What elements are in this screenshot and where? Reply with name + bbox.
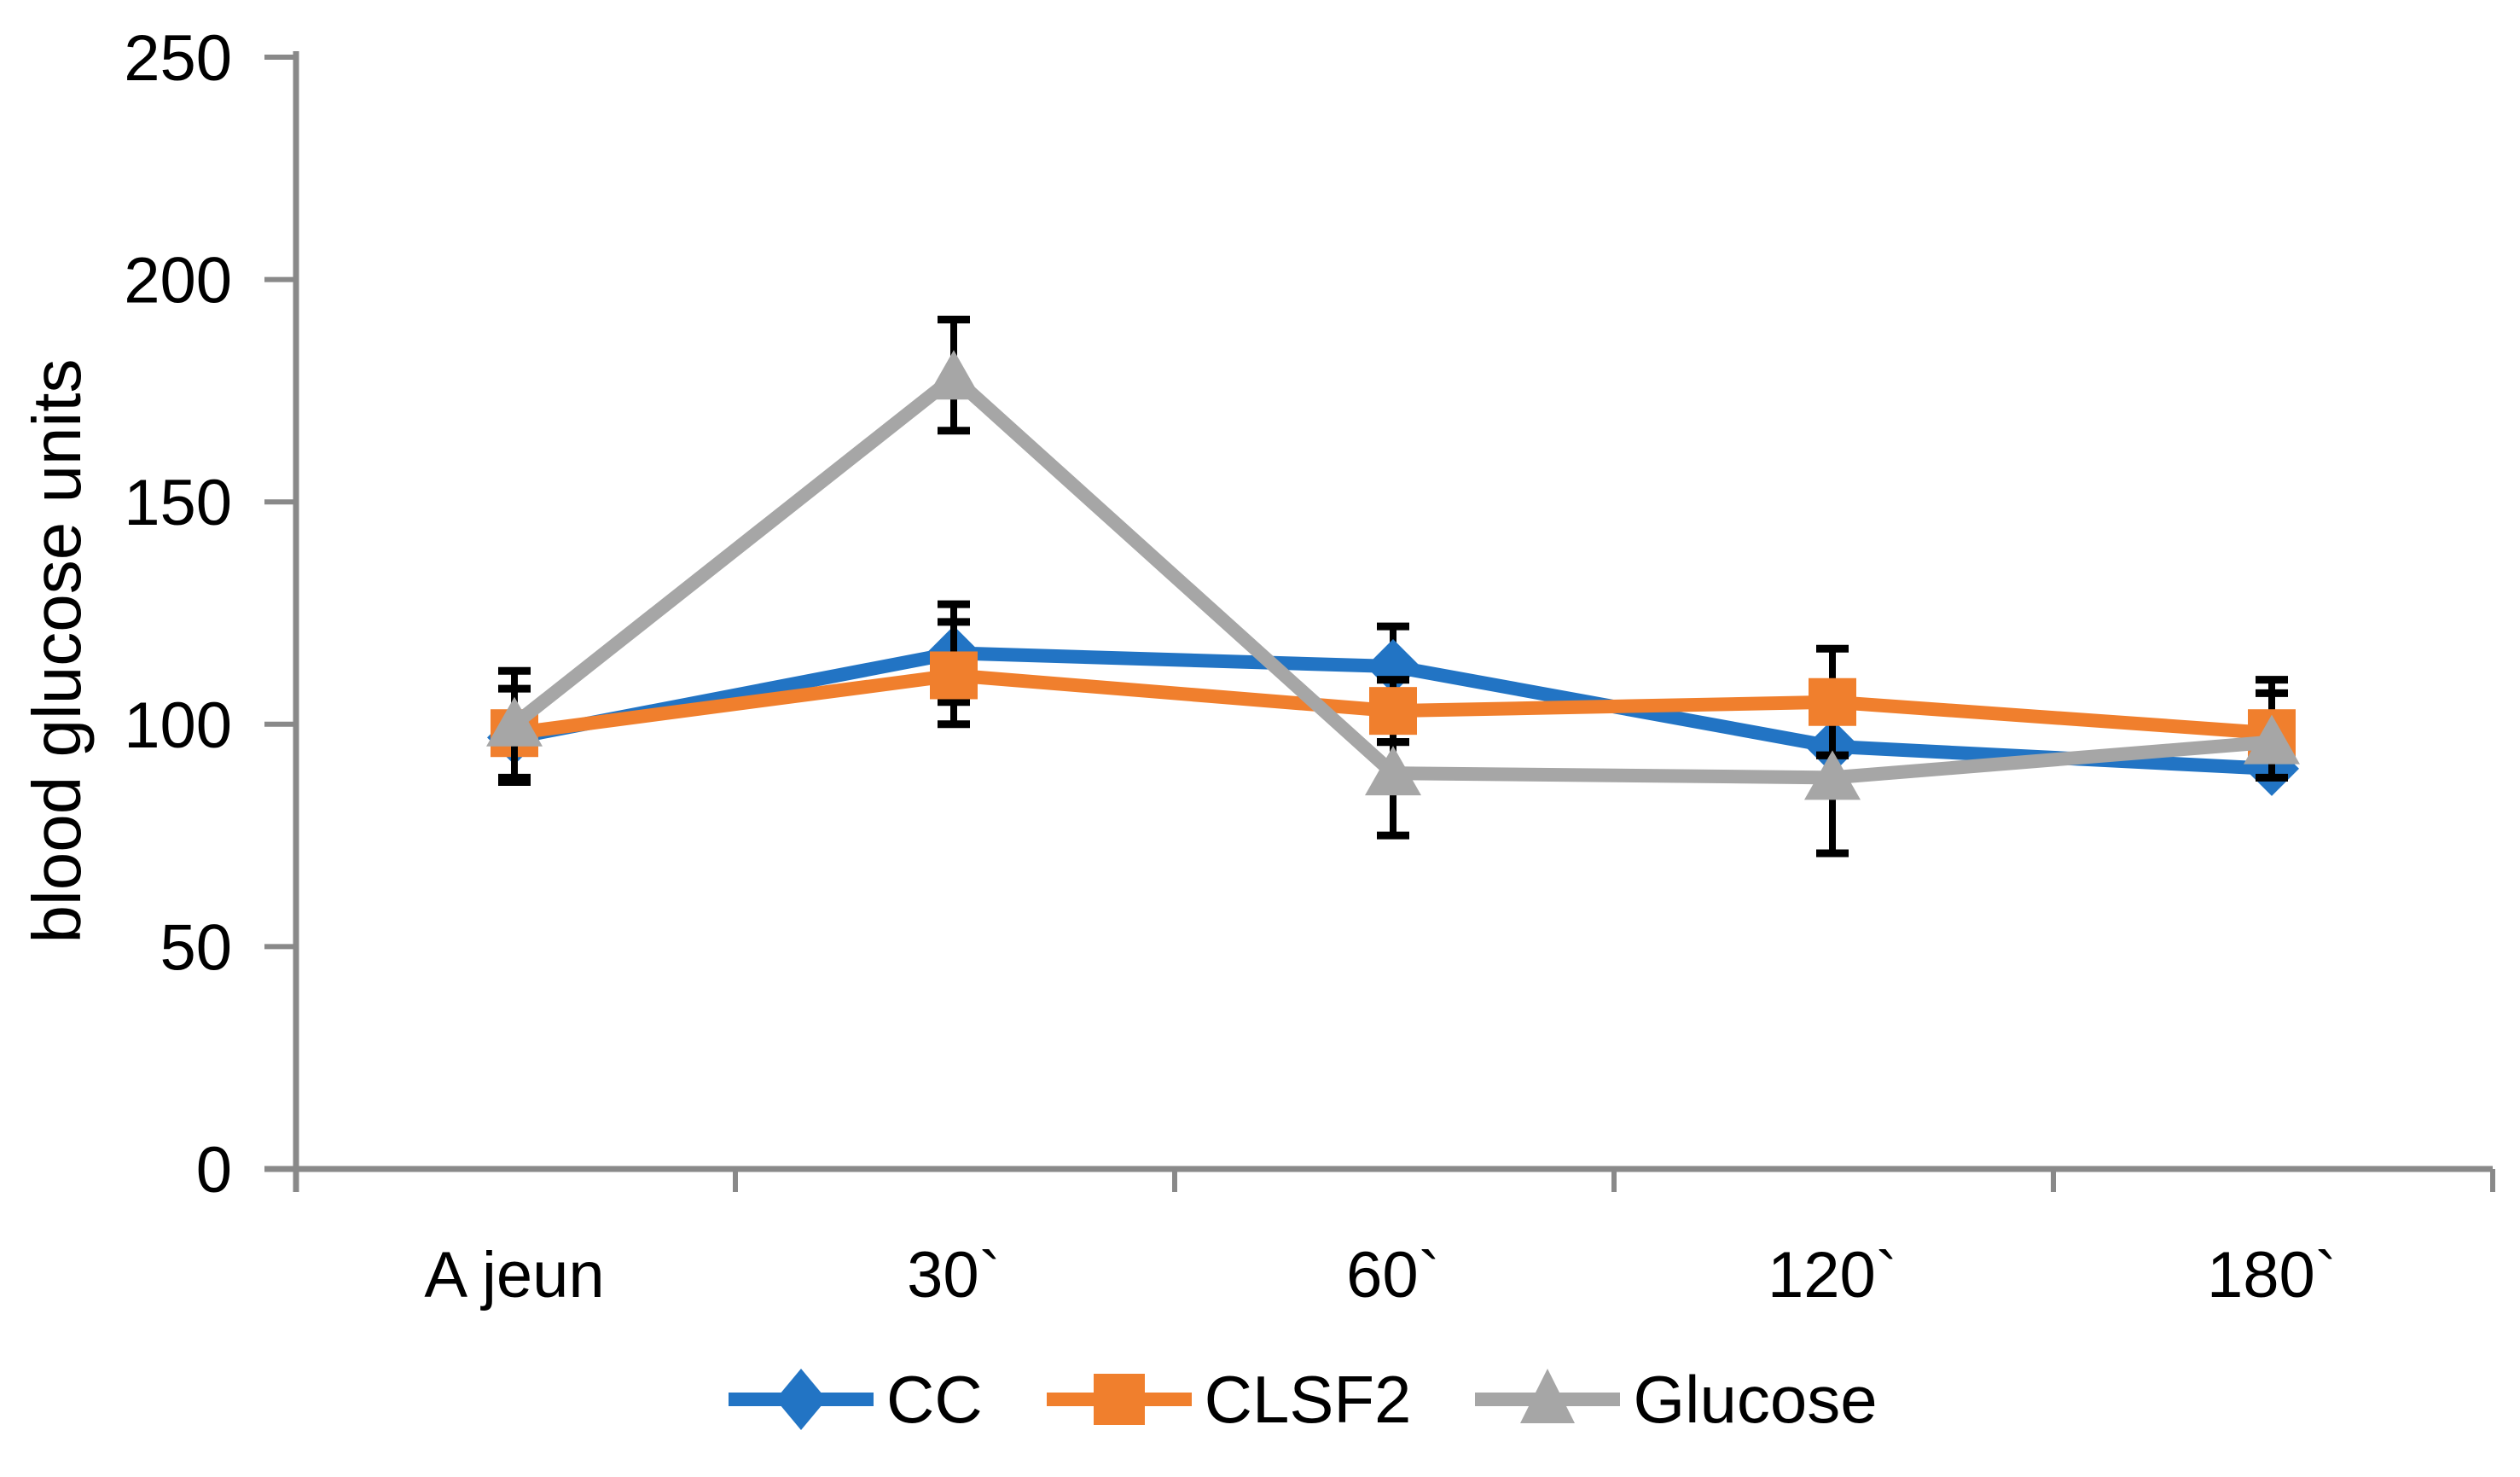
legend-item-clsf2: CLSF2 bbox=[1042, 1352, 1412, 1446]
legend-item-cc: CC bbox=[724, 1352, 983, 1446]
legend: CC CLSF2 Glucose bbox=[724, 1352, 1878, 1446]
y-tick-label: 200 bbox=[124, 245, 232, 317]
x-tick-label: 30` bbox=[907, 1239, 1001, 1311]
x-tick-label: A jeun bbox=[424, 1239, 604, 1311]
legend-label-clsf2: CLSF2 bbox=[1204, 1361, 1412, 1437]
legend-label-glucose: Glucose bbox=[1633, 1361, 1878, 1437]
x-tick-label: 180` bbox=[2207, 1239, 2337, 1311]
x-tick-label: 120` bbox=[1768, 1239, 1897, 1311]
glucose-line-marker-icon bbox=[1475, 1369, 1621, 1423]
clsf2-line-marker-icon bbox=[1046, 1374, 1192, 1425]
y-tick-label: 150 bbox=[124, 467, 232, 539]
y-tick-label: 50 bbox=[160, 911, 232, 984]
y-tick-label: 100 bbox=[124, 689, 232, 762]
legend-item-glucose: Glucose bbox=[1471, 1352, 1878, 1446]
cc-line-marker-icon bbox=[729, 1369, 874, 1430]
series-Glucose bbox=[486, 316, 2300, 858]
y-tick-label: 250 bbox=[124, 22, 232, 95]
axes: 0 50 100 150 200 250 A jeun 30` 60` 120` 180` bbox=[124, 22, 2495, 1311]
x-tick-label: 60` bbox=[1346, 1239, 1440, 1311]
y-tick-label: 0 bbox=[196, 1134, 232, 1207]
legend-label-cc: CC bbox=[886, 1361, 983, 1437]
